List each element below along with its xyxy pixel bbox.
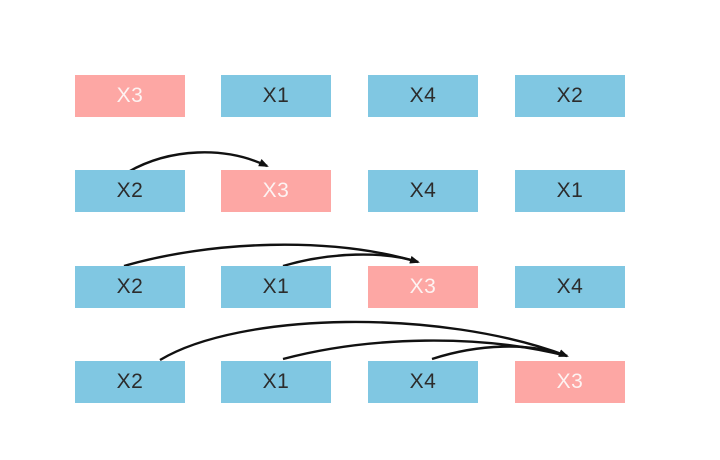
node-box: X2 [515,75,625,117]
arrow-row4-x4-to-x3 [431,345,568,361]
node-box: X1 [515,170,625,212]
node-box: X2 [75,361,185,403]
node-box: X4 [515,266,625,308]
node-box: X4 [368,75,478,117]
arrow-row3-x2-to-x3 [123,243,420,268]
row-3: X2 X1 X3 X4 [0,266,720,308]
node-box: X4 [368,170,478,212]
node-box: X2 [75,170,185,212]
row-4: X2 X1 X4 X3 [0,361,720,403]
row-1: X3 X1 X4 X2 [0,75,720,117]
node-box: X4 [368,361,478,403]
node-box: X1 [221,266,331,308]
arrow-row4-x1-to-x3 [282,339,568,361]
node-box-highlighted: X3 [221,170,331,212]
node-box: X1 [221,75,331,117]
arrow-row3-x1-to-x3 [282,253,419,268]
row-2: X2 X3 X4 X1 [0,170,720,212]
node-box-highlighted: X3 [75,75,185,117]
node-box-highlighted: X3 [515,361,625,403]
node-box: X2 [75,266,185,308]
node-box: X1 [221,361,331,403]
node-box-highlighted: X3 [368,266,478,308]
arrow-row4-x2-to-x3 [159,320,569,362]
